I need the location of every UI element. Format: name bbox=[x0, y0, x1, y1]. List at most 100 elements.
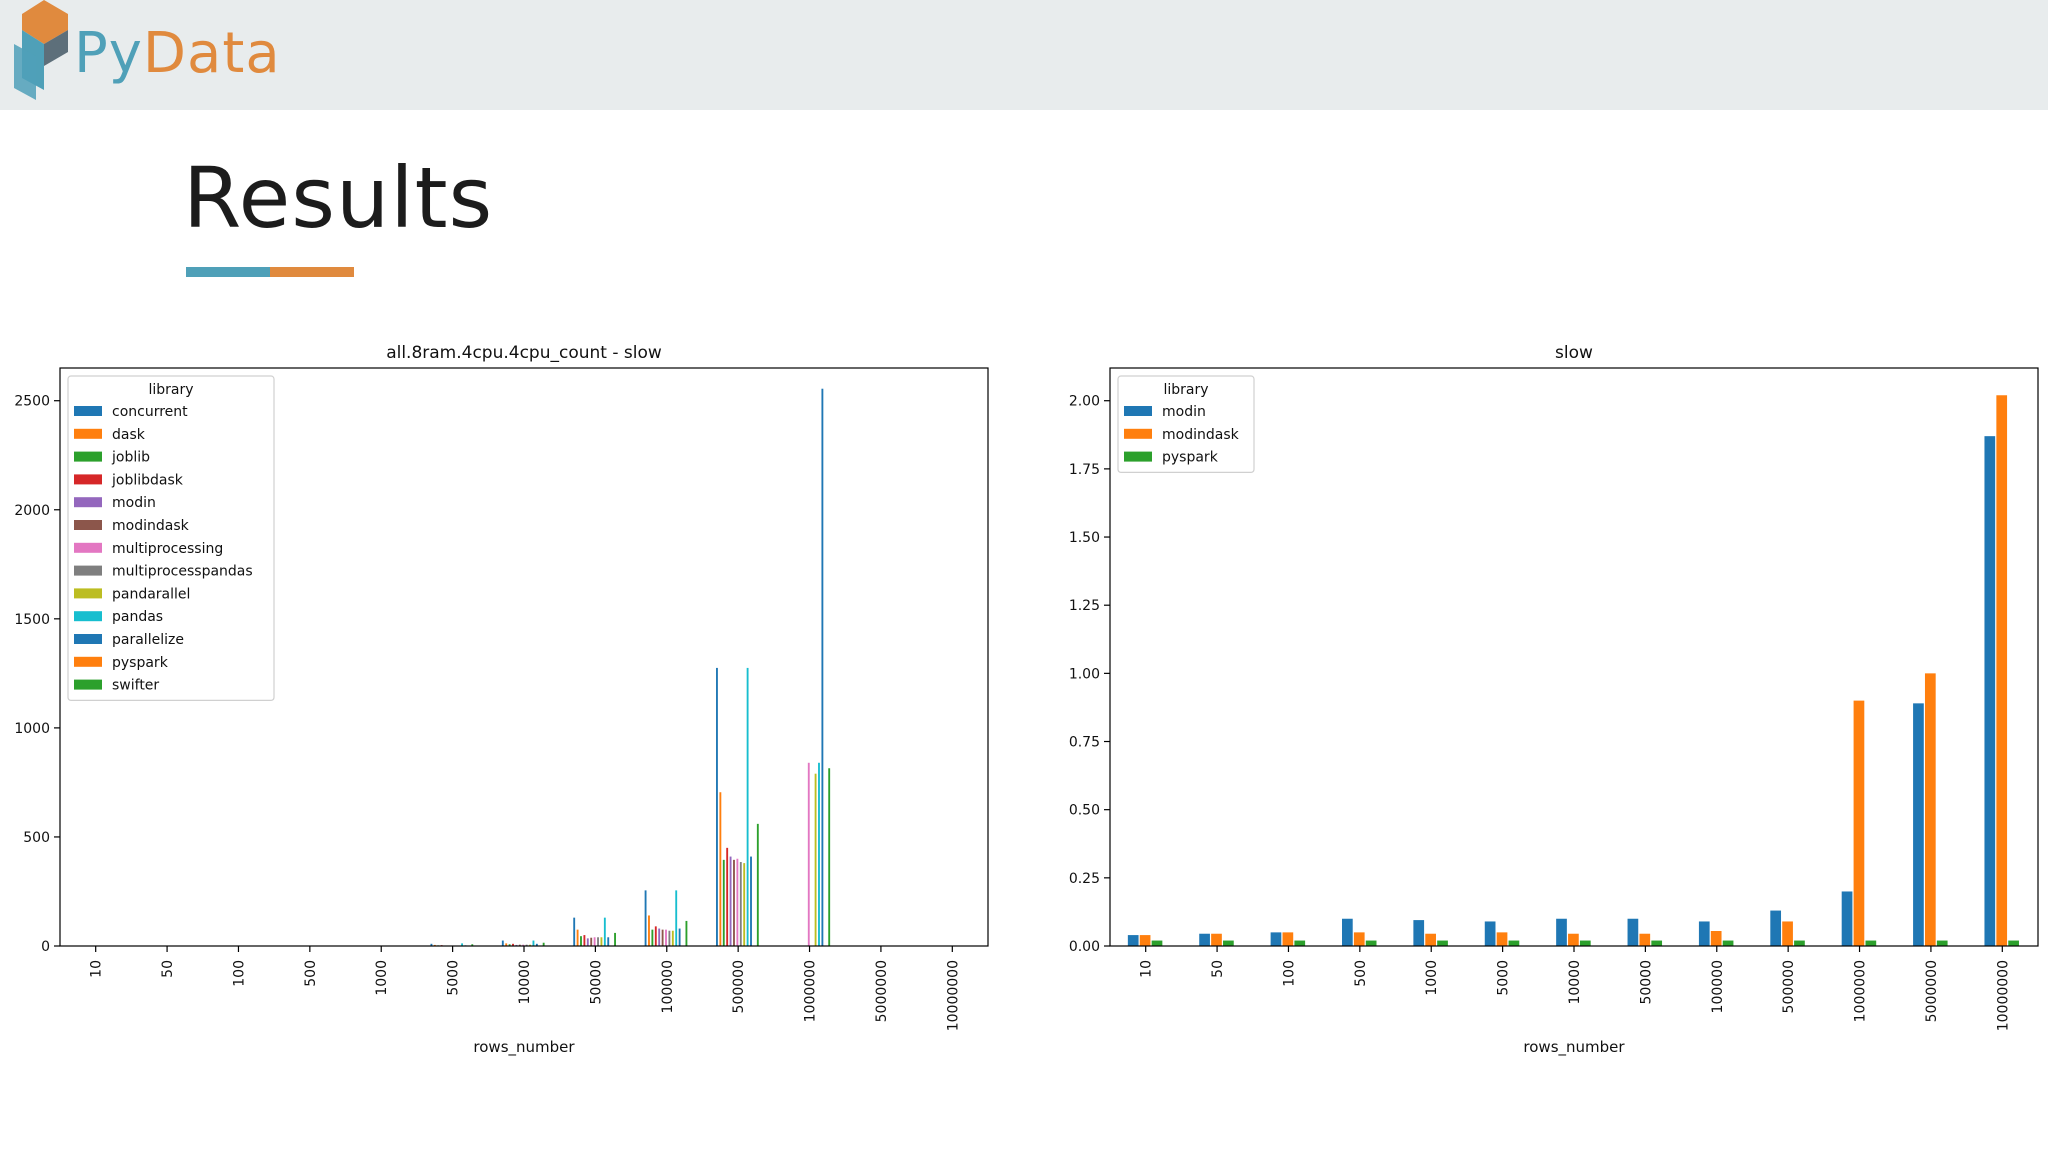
bar-modin-10 bbox=[1127, 935, 1139, 946]
y-tick-label: 0.25 bbox=[1069, 871, 1100, 887]
bar-dask-50000 bbox=[576, 929, 579, 946]
bar-pyspark-1000000 bbox=[1865, 940, 1877, 946]
legend-swatch-pyspark bbox=[74, 656, 102, 667]
x-tick-label: 10 bbox=[1139, 960, 1155, 978]
x-tick-label: 5000000 bbox=[1924, 960, 1940, 1022]
x-tick-label: 1000 bbox=[1424, 960, 1440, 996]
bar-modindask-1000 bbox=[1425, 933, 1436, 946]
bar-dask-500000 bbox=[719, 792, 722, 946]
legend-swatch-parallelize bbox=[74, 634, 102, 644]
legend-swatch-concurrent bbox=[74, 406, 102, 416]
bar-modindask-50000 bbox=[590, 937, 593, 946]
legend-label-modin: modin bbox=[112, 495, 156, 511]
header-bar: PyData bbox=[0, 0, 2048, 110]
x-tick-label: 500 bbox=[303, 960, 319, 987]
bar-modindask-500000 bbox=[733, 859, 735, 946]
bar-modindask-100000 bbox=[1710, 931, 1722, 946]
x-tick-label: 1000000 bbox=[1853, 960, 1869, 1022]
y-tick-label: 2.00 bbox=[1069, 394, 1100, 410]
bar-swifter-50000 bbox=[614, 932, 616, 946]
bar-swifter-5000 bbox=[471, 944, 474, 946]
bar-pyspark-5000000 bbox=[1936, 940, 1948, 946]
slide-title: Results bbox=[183, 149, 494, 247]
y-tick-label: 0.00 bbox=[1069, 939, 1100, 955]
bar-dask-10000 bbox=[505, 943, 508, 946]
bar-joblib-500000 bbox=[722, 859, 725, 946]
y-tick-label: 0 bbox=[41, 939, 50, 955]
bar-concurrent-50000 bbox=[573, 917, 576, 946]
bar-modindask-10 bbox=[1139, 935, 1151, 946]
bar-multiprocesspandas-500000 bbox=[739, 862, 742, 946]
bar-parallelize-500000 bbox=[750, 856, 752, 946]
bar-modin-50 bbox=[1199, 933, 1210, 946]
x-tick-label: 50 bbox=[160, 960, 176, 978]
legend-label-pandarallel: pandarallel bbox=[112, 586, 190, 602]
bar-modindask-10000 bbox=[1568, 933, 1579, 946]
bar-multiprocessing-500000 bbox=[736, 858, 739, 946]
legend-swatch-pandarallel bbox=[74, 588, 102, 599]
bar-swifter-10000 bbox=[542, 942, 545, 946]
legend-swatch-dask bbox=[74, 428, 102, 439]
bar-pandarallel-1000000 bbox=[814, 773, 817, 946]
legend-box bbox=[67, 375, 275, 701]
x-tick-label: 1000000 bbox=[803, 960, 819, 1022]
title-underline-blue bbox=[186, 267, 270, 277]
chart-title: all.8ram.4cpu.4cpu_count - slow bbox=[386, 343, 662, 363]
x-tick-label: 100000 bbox=[660, 960, 676, 1013]
x-tick-label: 5000000 bbox=[874, 960, 890, 1022]
x-tick-label: 500 bbox=[1353, 960, 1369, 987]
bar-modindask-5000000 bbox=[1924, 673, 1936, 946]
bar-modin-10000 bbox=[1556, 918, 1567, 946]
x-tick-label: 50000 bbox=[588, 960, 604, 1005]
bar-modin-100000 bbox=[1698, 921, 1710, 946]
bar-pandas-5000 bbox=[461, 943, 463, 946]
bar-pandas-50000 bbox=[603, 917, 606, 946]
bar-modin-50000 bbox=[586, 938, 589, 946]
bar-joblib-10000 bbox=[508, 944, 511, 946]
logo-data: Data bbox=[142, 21, 281, 86]
bar-modin-500 bbox=[1342, 918, 1353, 946]
bar-pandarallel-50000 bbox=[600, 937, 603, 946]
bar-multiprocessing-1000000 bbox=[807, 762, 810, 946]
bar-swifter-500000 bbox=[756, 823, 759, 946]
y-tick-label: 0.75 bbox=[1069, 735, 1100, 751]
bar-modin-10000000 bbox=[1984, 436, 1996, 946]
bar-dask-100000 bbox=[648, 915, 650, 946]
pydata-cube-logo-icon bbox=[14, 0, 68, 100]
x-tick-label: 10000 bbox=[1567, 960, 1583, 1005]
legend-swatch-modindask bbox=[1124, 428, 1152, 439]
bar-modindask-5000 bbox=[1496, 932, 1508, 946]
bar-joblibdask-100000 bbox=[654, 926, 657, 946]
bar-multiprocessing-10000 bbox=[522, 944, 525, 946]
bar-pyspark-5000 bbox=[1508, 940, 1520, 946]
bar-pandas-100000 bbox=[675, 890, 678, 946]
x-tick-label: 5000 bbox=[1496, 960, 1512, 996]
y-tick-label: 2000 bbox=[14, 503, 50, 519]
x-tick-label: 50000 bbox=[1638, 960, 1654, 1005]
legend-label-joblib: joblib bbox=[111, 450, 150, 466]
x-axis-label: rows_number bbox=[473, 1038, 575, 1057]
bar-modin-100 bbox=[1270, 932, 1282, 946]
y-tick-label: 0.50 bbox=[1069, 803, 1100, 819]
chart-title: slow bbox=[1555, 343, 1593, 363]
legend-swatch-modin bbox=[74, 497, 102, 508]
bar-pyspark-50 bbox=[1223, 940, 1234, 946]
bar-modin-50000 bbox=[1627, 918, 1639, 946]
x-tick-label: 5000 bbox=[446, 960, 462, 996]
bar-pyspark-10000 bbox=[1579, 940, 1591, 946]
bar-parallelize-10000 bbox=[535, 943, 538, 946]
y-tick-label: 500 bbox=[23, 830, 50, 846]
bar-pandas-1000000 bbox=[818, 762, 820, 946]
y-tick-label: 2500 bbox=[14, 394, 50, 410]
legend-title: library bbox=[1163, 382, 1208, 398]
bar-multiprocessing-100000 bbox=[665, 929, 667, 946]
legend-swatch-pyspark bbox=[1124, 451, 1152, 462]
bar-modindask-50000 bbox=[1639, 933, 1651, 946]
y-tick-label: 1.00 bbox=[1069, 666, 1100, 682]
x-tick-label: 100000 bbox=[1710, 960, 1726, 1013]
left-bar-chart: all.8ram.4cpu.4cpu_count - slow 0 500 1000 1… bbox=[14, 343, 989, 1057]
right-bar-chart: slow 0.00 0.25 0.50 0.75 1.00 1.25 1.50 1.75 2.00… bbox=[1069, 343, 2039, 1057]
bar-pyspark-100000 bbox=[1722, 940, 1734, 946]
x-tick-label: 10000 bbox=[517, 960, 533, 1005]
bar-modindask-1000000 bbox=[1853, 700, 1865, 946]
